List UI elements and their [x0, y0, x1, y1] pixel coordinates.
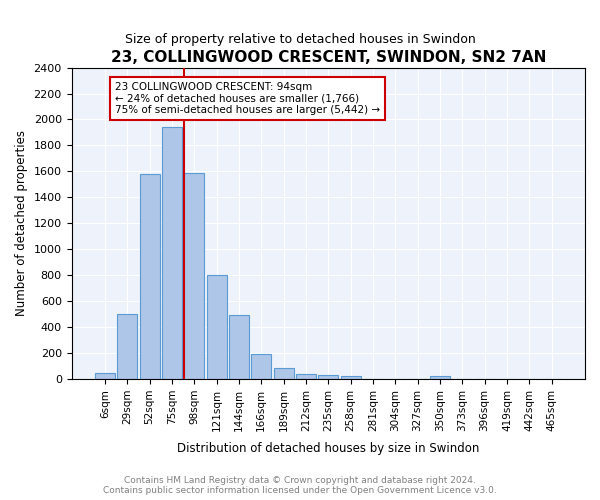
Bar: [95, 372, 115, 379]
Title: 23, COLLINGWOOD CRESCENT, SWINDON, SN2 7AN: 23, COLLINGWOOD CRESCENT, SWINDON, SN2 7…: [110, 50, 546, 65]
Text: 23 COLLINGWOOD CRESCENT: 94sqm
← 24% of detached houses are smaller (1,766)
75% : 23 COLLINGWOOD CRESCENT: 94sqm ← 24% of …: [115, 82, 380, 115]
X-axis label: Distribution of detached houses by size in Swindon: Distribution of detached houses by size …: [177, 442, 479, 455]
Text: Contains HM Land Registry data © Crown copyright and database right 2024.
Contai: Contains HM Land Registry data © Crown c…: [103, 476, 497, 495]
Y-axis label: Number of detached properties: Number of detached properties: [15, 130, 28, 316]
Bar: [229, 316, 249, 379]
Bar: [251, 354, 271, 379]
Bar: [341, 376, 361, 379]
Bar: [274, 368, 293, 379]
Bar: [206, 275, 227, 379]
Bar: [140, 174, 160, 379]
Bar: [430, 376, 450, 379]
Bar: [296, 374, 316, 379]
Bar: [184, 172, 205, 379]
Bar: [318, 375, 338, 379]
Bar: [117, 314, 137, 379]
Bar: [162, 128, 182, 379]
Text: Size of property relative to detached houses in Swindon: Size of property relative to detached ho…: [125, 32, 475, 46]
